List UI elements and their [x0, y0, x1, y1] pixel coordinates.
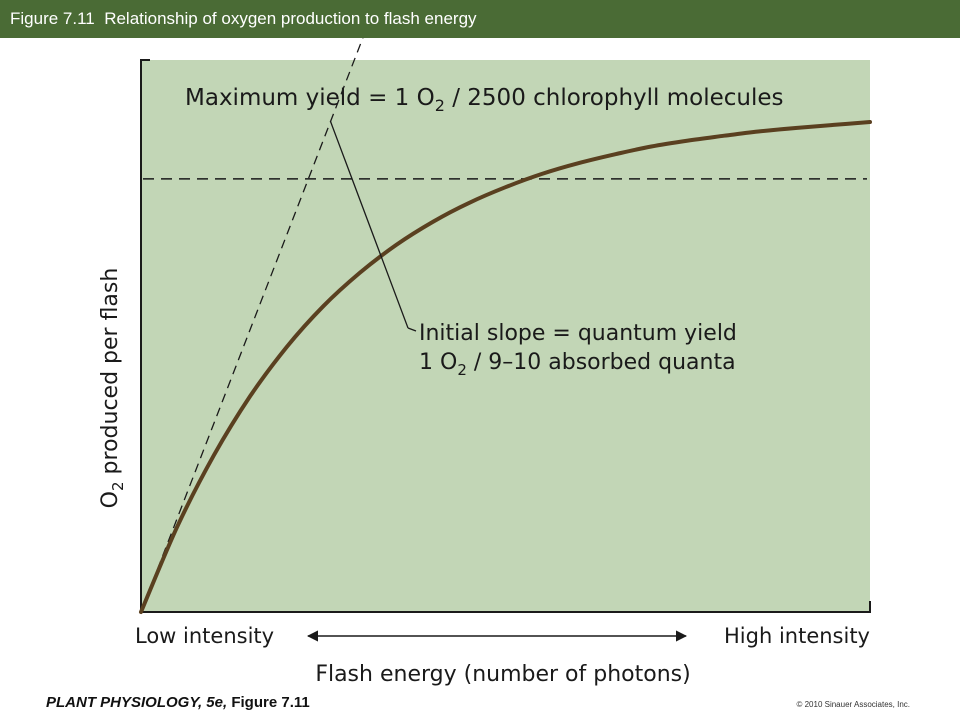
plot-background [141, 60, 870, 612]
figure-title: Relationship of oxygen production to fla… [104, 9, 477, 28]
figure-title-bar: Figure 7.11 Relationship of oxygen produ… [0, 0, 960, 38]
chart-figure: Maximum yield = 1 O2 / 2500 chlorophyll … [98, 38, 872, 687]
x-axis-low-label: Low intensity [135, 624, 274, 648]
x-axis-high-label: High intensity [724, 624, 870, 648]
x-axis-label: Flash energy (number of photons) [315, 662, 690, 687]
x-axis [141, 601, 871, 613]
y-axis-label: O2 produced per flash [98, 268, 127, 509]
y-axis [140, 59, 150, 612]
footer-book-title: PLANT PHYSIOLOGY, 5e, [46, 694, 228, 711]
max-yield-label: Maximum yield = 1 O2 / 2500 chlorophyll … [185, 85, 784, 115]
figure-number: Figure 7.11 [10, 9, 95, 28]
initial-slope-pointer [329, 121, 409, 329]
initial-slope-tangent [140, 38, 364, 613]
footer-figure-ref: Figure 7.11 [231, 694, 310, 711]
initial-slope-label-line2: 1 O2 / 9–10 absorbed quanta [419, 350, 736, 379]
initial-slope-label-line1: Initial slope = quantum yield [419, 321, 737, 346]
footer-book-credit: PLANT PHYSIOLOGY, 5e, Figure 7.11 [46, 694, 310, 711]
footer-copyright: © 2010 Sinauer Associates, Inc. [796, 700, 910, 709]
oxygen-yield-curve [139, 120, 872, 614]
initial-slope-pointer-bend [407, 327, 417, 332]
